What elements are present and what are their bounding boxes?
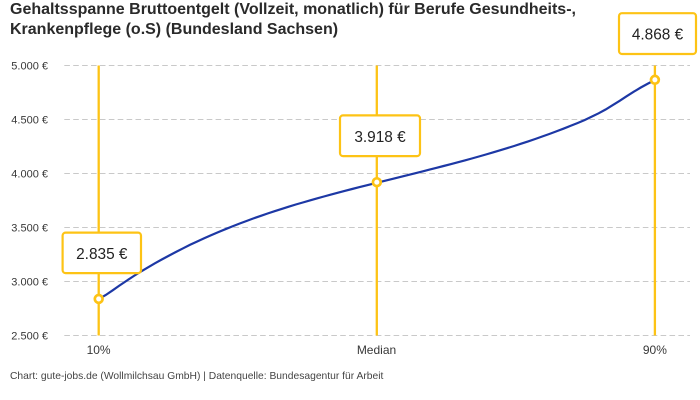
svg-text:4.868 €: 4.868 €	[632, 27, 684, 44]
svg-text:4.500 €: 4.500 €	[11, 115, 48, 127]
svg-text:3.918 €: 3.918 €	[354, 129, 406, 146]
svg-text:3.000 €: 3.000 €	[11, 277, 48, 289]
svg-text:3.500 €: 3.500 €	[11, 223, 48, 235]
svg-text:10%: 10%	[87, 343, 111, 357]
svg-text:2.835 €: 2.835 €	[76, 246, 128, 263]
svg-text:90%: 90%	[643, 343, 667, 357]
svg-text:Median: Median	[357, 343, 396, 357]
svg-text:5.000 €: 5.000 €	[11, 61, 48, 73]
svg-text:4.000 €: 4.000 €	[11, 169, 48, 181]
svg-text:2.500 €: 2.500 €	[11, 331, 48, 343]
